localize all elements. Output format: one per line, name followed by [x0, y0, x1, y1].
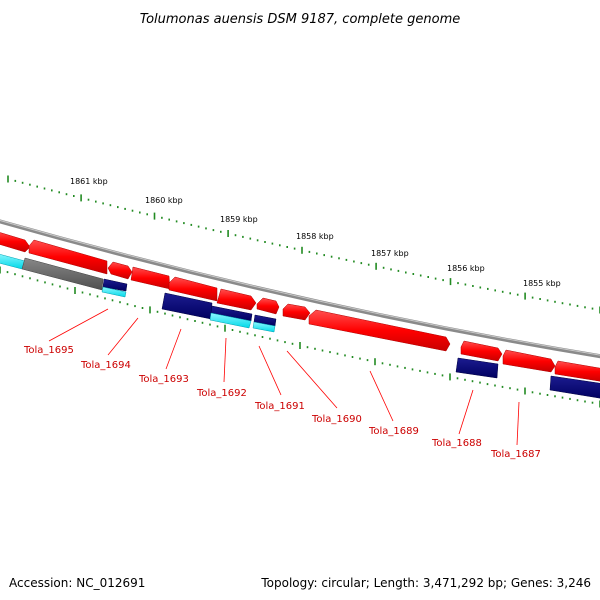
forward-gene[interactable]: [256, 297, 280, 315]
map-title: Tolumonas auensis DSM 9187, complete gen…: [140, 12, 461, 27]
rna-feature[interactable]: [0, 253, 26, 270]
genome-stats-text: Topology: circular; Length: 3,471,292 bp…: [260, 576, 591, 590]
kbp-label: 1861 kbp: [70, 177, 108, 186]
gene-label: Tola_1692: [196, 388, 247, 399]
reverse-gene[interactable]: [549, 375, 600, 399]
leader-line: [107, 317, 139, 356]
forward-gene[interactable]: [130, 266, 171, 290]
leader-line: [516, 401, 520, 446]
gene-label: Tola_1691: [254, 401, 305, 412]
accession-text: Accession: NC_012691: [9, 576, 145, 590]
gene-callout-tola-1689[interactable]: Tola_1689: [368, 370, 419, 437]
gene-callout-tola-1687[interactable]: Tola_1687: [490, 401, 541, 460]
forward-gene[interactable]: [0, 231, 31, 253]
kbp-label: 1860 kbp: [145, 196, 183, 205]
kbp-label: 1857 kbp: [371, 249, 409, 258]
gene-callout-tola-1693[interactable]: Tola_1693: [138, 328, 189, 385]
reverse-gene[interactable]: [102, 278, 128, 292]
forward-gene[interactable]: [502, 349, 556, 373]
kbp-label: 1856 kbp: [447, 264, 485, 273]
gene-label: Tola_1694: [80, 360, 131, 371]
gene-labels: Tola_1695 Tola_1694 Tola_1693 Tola_1692 …: [23, 308, 541, 460]
genome-backbone-highlight: [0, 219, 600, 356]
leader-line: [223, 337, 227, 383]
gene-label: Tola_1693: [138, 374, 189, 385]
gene-label: Tola_1695: [23, 345, 74, 356]
gene-label: Tola_1687: [490, 449, 541, 460]
leader-line: [48, 308, 109, 342]
forward-gene[interactable]: [460, 340, 503, 362]
gene-label: Tola_1690: [311, 414, 362, 425]
rna-feature[interactable]: [209, 312, 252, 329]
ruler-outer-ticks: [7, 175, 600, 314]
gene-label: Tola_1689: [368, 426, 419, 437]
gene-callout-tola-1695[interactable]: Tola_1695: [23, 308, 109, 356]
forward-gene[interactable]: [216, 288, 257, 311]
leader-line: [258, 345, 282, 396]
forward-gene[interactable]: [107, 261, 133, 280]
ruler-labels: 1861 kbp 1860 kbp 1859 kbp 1858 kbp 1857…: [70, 177, 561, 288]
gene-callout-tola-1694[interactable]: Tola_1694: [80, 317, 139, 371]
kbp-label: 1855 kbp: [523, 279, 561, 288]
rna-feature[interactable]: [101, 286, 127, 298]
gene-features: [0, 231, 600, 399]
forward-gene[interactable]: [282, 303, 311, 321]
pseudo-feature[interactable]: [21, 257, 104, 291]
forward-gene[interactable]: [554, 360, 600, 382]
forward-gene[interactable]: [168, 276, 218, 302]
forward-gene[interactable]: [28, 239, 108, 275]
gene-callout-tola-1691[interactable]: Tola_1691: [254, 345, 305, 412]
reverse-gene[interactable]: [455, 357, 499, 379]
leader-line: [458, 389, 474, 435]
kbp-label: 1859 kbp: [220, 215, 258, 224]
gene-callout-tola-1690[interactable]: Tola_1690: [286, 350, 362, 425]
rna-feature[interactable]: [252, 321, 276, 333]
leader-line: [369, 370, 394, 422]
gene-callout-tola-1692[interactable]: Tola_1692: [196, 337, 247, 399]
gene-callout-tola-1688[interactable]: Tola_1688: [431, 389, 482, 449]
gene-label: Tola_1688: [431, 438, 482, 449]
leader-line: [286, 350, 338, 409]
ruler-inner-ticks: [0, 266, 600, 408]
kbp-label: 1858 kbp: [296, 232, 334, 241]
forward-gene[interactable]: [308, 309, 451, 352]
genome-backbone: [0, 219, 600, 359]
leader-line: [165, 328, 182, 370]
